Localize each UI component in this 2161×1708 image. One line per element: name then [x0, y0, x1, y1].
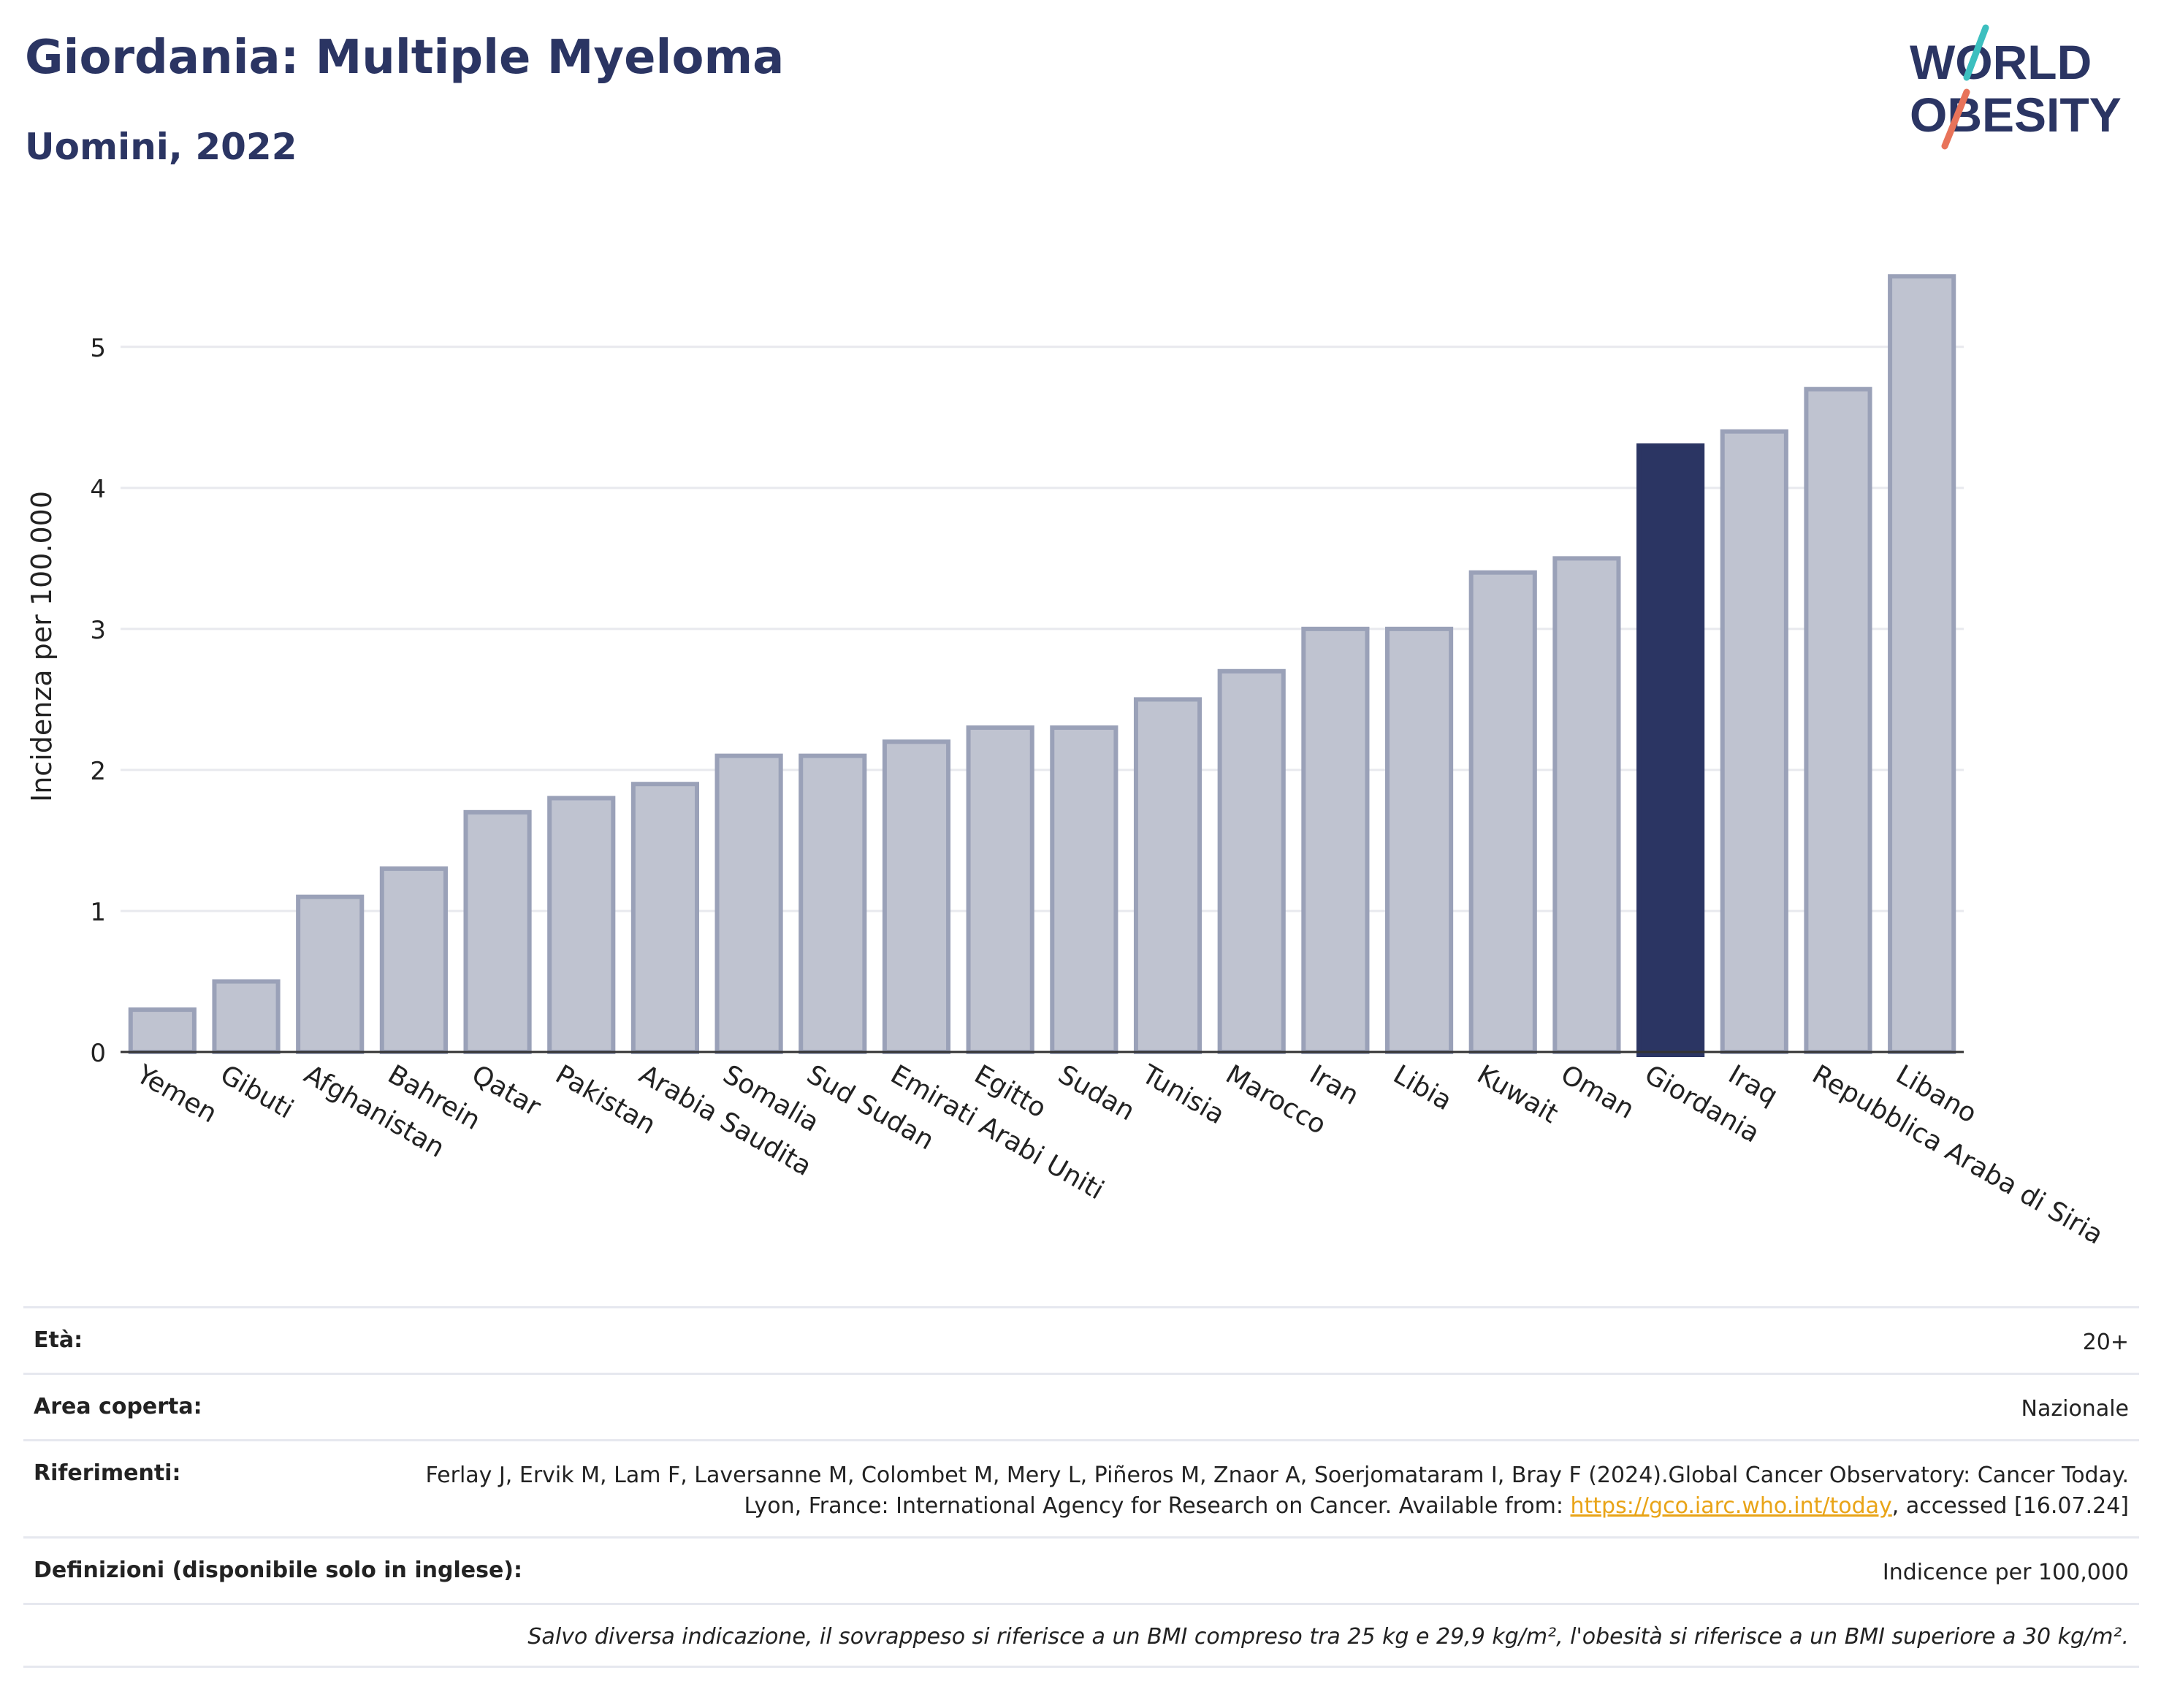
x-tick-label: Kuwait — [1472, 1059, 1563, 1129]
references-tail: , accessed [16.07.24] — [1891, 1493, 2129, 1519]
bar — [1301, 626, 1370, 1054]
bar — [1384, 626, 1454, 1054]
logo-text-obesity: OBESITY — [1910, 88, 2122, 142]
x-tick-label: Iraq — [1723, 1059, 1783, 1111]
bar — [1720, 429, 1788, 1054]
chart-subtitle: Uomini, 2022 — [25, 126, 297, 168]
area-label: Area coperta: — [34, 1394, 202, 1419]
x-tick-label: Iran — [1304, 1059, 1363, 1111]
info-row-references: Riferimenti: Ferlay J, Ervik M, Lam F, L… — [23, 1439, 2139, 1536]
bar — [1217, 668, 1286, 1054]
bar — [966, 725, 1034, 1054]
bar — [799, 753, 867, 1054]
age-value: 20+ — [2082, 1330, 2129, 1355]
logo-text-world: WORLD — [1910, 35, 2092, 89]
y-tick-label: 3 — [90, 616, 106, 645]
y-tick-labels: 0 1 2 3 4 5 — [90, 334, 106, 1068]
references-link[interactable]: https://gco.iarc.who.int/today — [1570, 1493, 1892, 1519]
info-row-age: Età: 20+ — [23, 1306, 2139, 1373]
y-tick-label: 1 — [90, 898, 106, 927]
bar — [1050, 725, 1118, 1054]
y-tick-label: 4 — [90, 475, 106, 504]
bar — [1804, 386, 1872, 1054]
references-value: Ferlay J, Ervik M, Lam F, Laversanne M, … — [390, 1460, 2129, 1522]
x-tick-label: Sudan — [1053, 1059, 1140, 1126]
x-tick-label: Repubblica Araba di Siria — [1807, 1059, 2108, 1251]
bar — [882, 739, 951, 1054]
y-tick-label: 2 — [90, 757, 106, 786]
bar — [379, 866, 448, 1054]
footnote: Salvo diversa indicazione, il sovrappeso… — [23, 1603, 2139, 1668]
x-tick-label: Tunisia — [1136, 1059, 1230, 1130]
info-row-definitions: Definizioni (disponibile solo in inglese… — [23, 1536, 2139, 1603]
y-tick-label: 0 — [90, 1039, 106, 1068]
bar — [463, 809, 532, 1054]
definitions-label: Definizioni (disponibile solo in inglese… — [34, 1558, 522, 1583]
x-tick-label: Gibuti — [216, 1059, 299, 1124]
bar — [128, 1007, 197, 1054]
bars — [128, 274, 1956, 1057]
x-tick-label: Oman — [1555, 1059, 1639, 1125]
bar-highlight — [1636, 443, 1705, 1057]
definitions-value: Indicence per 100,000 — [1882, 1560, 2129, 1585]
bar — [630, 782, 700, 1055]
bar — [1552, 556, 1621, 1054]
x-tick-label: Libia — [1388, 1059, 1457, 1116]
y-tick-label: 5 — [90, 334, 106, 363]
area-value: Nazionale — [2021, 1396, 2129, 1422]
references-text: Ferlay J, Ervik M, Lam F, Laversanne M, … — [425, 1463, 2129, 1519]
references-label: Riferimenti: — [34, 1460, 181, 1486]
logo-slash-coral — [1941, 88, 1970, 150]
x-tick-label: Afghanistan — [299, 1059, 449, 1164]
age-label: Età: — [34, 1327, 83, 1353]
y-axis-label: Incidenza per 100.000 — [26, 491, 58, 802]
bar — [1133, 697, 1203, 1054]
info-table: Età: 20+ Area coperta: Nazionale Riferim… — [23, 1306, 2139, 1668]
bar — [1888, 274, 1956, 1054]
logo-slash-teal — [1963, 24, 1989, 81]
world-obesity-logo: WORLD OBESITY — [1910, 24, 2122, 150]
bar — [714, 753, 783, 1054]
chart-title: Giordania: Multiple Myeloma — [25, 31, 785, 85]
info-row-area: Area coperta: Nazionale — [23, 1373, 2139, 1439]
x-tick-label: Yemen — [131, 1059, 222, 1129]
bar — [296, 894, 365, 1055]
bar — [212, 979, 281, 1055]
bar — [547, 796, 616, 1054]
bar — [1468, 570, 1537, 1054]
